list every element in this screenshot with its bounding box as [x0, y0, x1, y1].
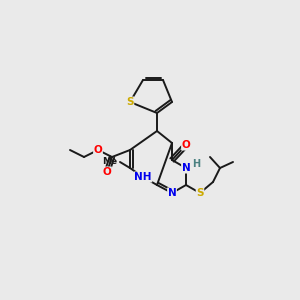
Text: O: O: [182, 140, 190, 150]
Text: N: N: [168, 188, 176, 198]
Text: O: O: [103, 167, 111, 177]
Text: S: S: [196, 188, 204, 198]
Text: NH: NH: [134, 172, 152, 182]
Text: Me: Me: [102, 157, 117, 166]
Text: N: N: [182, 163, 190, 173]
Text: H: H: [192, 159, 200, 169]
Text: O: O: [94, 145, 102, 155]
Text: S: S: [126, 97, 134, 107]
